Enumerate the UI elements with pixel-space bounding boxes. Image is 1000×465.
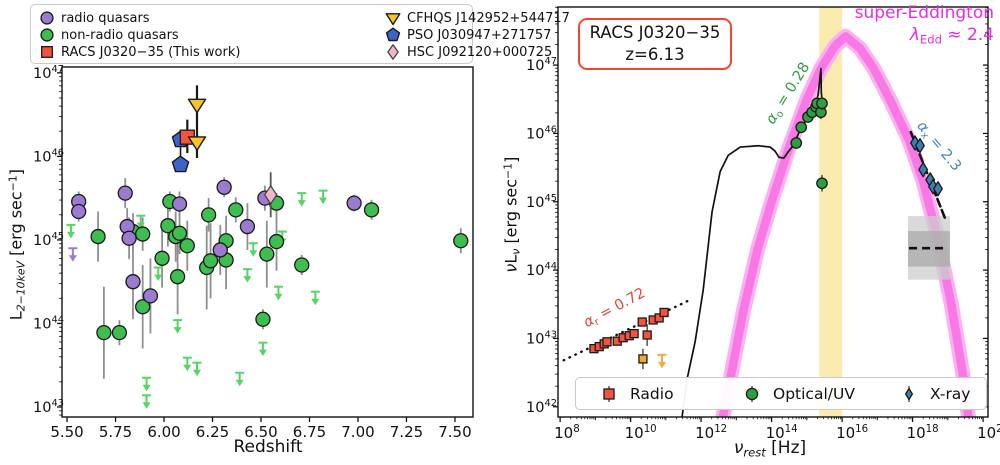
optical-uv-points (790, 96, 828, 192)
legend-label: X-ray (930, 384, 971, 403)
left-panel-legend: radio quasars non-radio quasars RACS J03… (30, 4, 570, 64)
right-y-axis-label: νLν [erg sec−1] (501, 156, 523, 273)
svg-text:1046: 1046 (526, 124, 557, 142)
legend-item-non-radio-quasars: non-radio quasars (37, 26, 179, 44)
left-axes: 5.50 5.75 6.00 6.25 6.50 6.75 7.00 7.25 7.50 1047… (33, 64, 474, 441)
legend-label: HSC J092120+000725 (407, 44, 553, 60)
legend-item-pso: PSO J030947+271757 (383, 26, 551, 44)
xray-marker-icon (898, 383, 920, 405)
svg-text:5.50: 5.50 (50, 423, 83, 441)
svg-text:7.50: 7.50 (438, 423, 471, 441)
svg-text:1044: 1044 (526, 261, 557, 279)
legend-label: Optical/UV (773, 384, 855, 403)
non-radio-quasar-marker-icon (37, 27, 57, 43)
sed-axes: 108 1010 1012 1014 1016 1018 1020 1047 1046 1045 1… (526, 6, 1000, 442)
svg-text:1043: 1043 (33, 398, 64, 416)
eddington-ratio-text: λEdd ≈ 2.4 (909, 25, 994, 47)
radio-marker-icon (598, 383, 620, 405)
svg-text:1044: 1044 (33, 314, 64, 332)
svg-text:1016: 1016 (836, 424, 868, 442)
left-panel: 5.50 5.75 6.00 6.25 6.50 6.75 7.00 7.25 7.50 1047… (33, 64, 474, 441)
legend-item-xray: X-ray (898, 378, 970, 409)
svg-text:1047: 1047 (33, 64, 64, 82)
legend-label: CFHQS J142952+544717 (407, 10, 570, 26)
sed-source-redshift: z=6.13 (625, 45, 685, 64)
left-x-axis-label: Redshift (233, 437, 303, 457)
hsc-marker-icon (383, 44, 403, 60)
svg-text:6.75: 6.75 (293, 423, 326, 441)
upper-limit-arrows (66, 189, 328, 409)
svg-text:1012: 1012 (695, 424, 727, 442)
sed-title-box: RACS J0320−35 z=6.13 (578, 18, 732, 70)
xray-points (910, 135, 943, 197)
super-eddington-text: super-Eddington (854, 3, 994, 23)
legend-item-radio: Radio (598, 378, 674, 409)
svg-text:1018: 1018 (907, 424, 939, 442)
svg-text:5.75: 5.75 (99, 423, 132, 441)
svg-text:7.25: 7.25 (390, 423, 423, 441)
svg-text:6.50: 6.50 (244, 423, 277, 441)
optical-uv-marker-icon (741, 383, 763, 405)
svg-text:1020: 1020 (977, 424, 1000, 442)
svg-text:1045: 1045 (526, 193, 557, 211)
sed-legend: Radio Optical/UV X-ray (575, 377, 987, 410)
radio-quasar-marker-icon (37, 10, 57, 26)
svg-text:1042: 1042 (526, 398, 557, 416)
pso-marker-icon (383, 27, 403, 43)
legend-item-radio-quasars: radio quasars (37, 9, 150, 27)
legend-label: non-radio quasars (61, 27, 179, 43)
radio-quasar-points (71, 179, 362, 304)
sed-panel (562, 7, 976, 417)
legend-label: Radio (630, 384, 674, 403)
left-y-axis-label: L2−10keV [erg sec−1] (6, 169, 28, 321)
racs-marker-icon (37, 44, 57, 60)
svg-text:1046: 1046 (33, 147, 64, 165)
svg-text:1047: 1047 (526, 56, 557, 74)
radio-points (589, 307, 669, 370)
super-eddington-annotation: super-Eddington λEdd ≈ 2.4 (855, 2, 994, 50)
legend-item-optical-uv: Optical/UV (741, 378, 855, 409)
legend-item-racs: RACS J0320−35 (This work) (37, 43, 240, 61)
highlighted-sources (171, 85, 278, 218)
legend-item-cfhqs: CFHQS J142952+544717 (383, 9, 570, 27)
svg-text:6.00: 6.00 (147, 423, 180, 441)
non-radio-quasar-points (90, 193, 469, 341)
svg-text:1010: 1010 (625, 424, 657, 442)
legend-label: PSO J030947+271757 (407, 27, 552, 43)
legend-label: RACS J0320−35 (This work) (61, 44, 241, 60)
legend-label: radio quasars (61, 10, 150, 26)
svg-text:108: 108 (554, 424, 580, 442)
svg-text:6.25: 6.25 (196, 423, 229, 441)
right-x-axis-label: νrest [Hz] (733, 438, 807, 460)
svg-text:7.00: 7.00 (341, 423, 374, 441)
svg-text:1043: 1043 (526, 329, 557, 347)
svg-text:1014: 1014 (766, 424, 798, 442)
sed-source-name: RACS J0320−35 (589, 23, 721, 42)
cfhqs-marker-icon (383, 10, 403, 26)
legend-item-hsc: HSC J092120+000725 (383, 43, 552, 61)
svg-text:1045: 1045 (33, 231, 64, 249)
